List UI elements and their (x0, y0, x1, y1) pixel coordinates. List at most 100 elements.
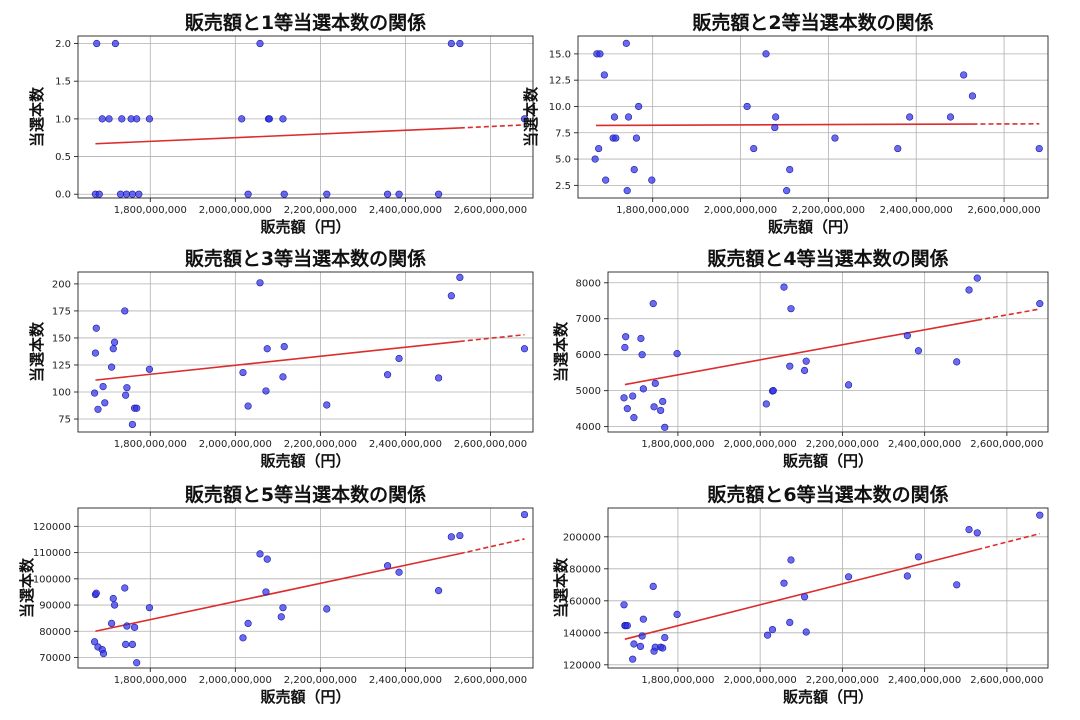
data-point (94, 405, 102, 413)
data-point (960, 71, 968, 79)
data-point (844, 381, 853, 389)
data-point (783, 187, 791, 195)
data-point (93, 39, 101, 48)
y-tick-label: 15.0 (549, 49, 571, 60)
data-point (239, 368, 247, 377)
data-point (256, 279, 264, 287)
plot-frame (607, 271, 1049, 433)
y-tick-label: 7.5 (555, 128, 571, 139)
data-point (109, 345, 117, 353)
y-tick-label: 100 (52, 388, 71, 399)
data-point (622, 39, 630, 47)
data-point (110, 338, 119, 346)
y-tick-label: 200 (52, 279, 71, 290)
data-point (610, 113, 619, 121)
data-point (762, 400, 770, 408)
y-axis-label: 当選本数 (28, 321, 46, 382)
data-point (383, 190, 392, 198)
y-tick-label: 125 (52, 360, 71, 371)
data-point (383, 562, 392, 570)
data-point (263, 555, 271, 563)
data-point (123, 622, 131, 630)
data-point (244, 190, 252, 198)
y-tick-label: 1.0 (55, 114, 71, 125)
data-point (91, 349, 100, 357)
y-tick-label: 120000 (563, 660, 601, 671)
y-axis-label: 当選本数 (552, 321, 570, 382)
data-point (629, 392, 637, 400)
y-tick-label: 70000 (39, 653, 71, 664)
y-tick-label: 200000 (563, 532, 601, 543)
data-point (763, 631, 772, 639)
data-point (650, 403, 658, 411)
x-axis-label: 販売額（円） (768, 218, 858, 236)
trend-line-extension (459, 538, 525, 555)
x-tick-label: 1,800,000,000 (616, 205, 689, 216)
data-point (279, 115, 287, 123)
plot-frame (607, 507, 1049, 669)
x-tick-label: 2,400,000,000 (369, 439, 442, 450)
y-tick-label: 160000 (563, 596, 601, 607)
data-point (133, 115, 141, 123)
y-axis-label: 当選本数 (522, 86, 540, 147)
y-tick-label: 120000 (33, 522, 71, 533)
trend-line (624, 319, 978, 386)
data-point (323, 605, 331, 613)
plot-frame (577, 35, 1049, 199)
chart-title: 販売額と2等当選本数の関係 (692, 11, 933, 34)
data-point (121, 584, 129, 592)
data-point (831, 134, 839, 142)
y-tick-label: 150 (52, 333, 71, 344)
y-tick-label: 175 (52, 306, 71, 317)
x-tick-label: 2,200,000,000 (284, 205, 357, 216)
data-point (447, 533, 455, 541)
y-tick-label: 0.5 (55, 152, 71, 163)
x-tick-label: 1,800,000,000 (114, 675, 187, 686)
data-point (263, 345, 271, 353)
data-point (787, 305, 795, 313)
data-point (661, 633, 669, 642)
data-point (596, 50, 604, 58)
x-tick-label: 2,400,000,000 (888, 439, 961, 450)
x-tick-label: 2,400,000,000 (888, 675, 961, 686)
subplot-2: 1,800,000,000 2,000,000,000 2,200,000,000 2… (522, 11, 1049, 236)
data-point (750, 144, 758, 153)
y-tick-label: 80000 (39, 627, 71, 638)
y-tick-label: 6000 (576, 350, 601, 361)
y-tick-label: 7000 (576, 314, 601, 325)
x-tick-label: 2,000,000,000 (199, 675, 272, 686)
data-point (612, 134, 620, 142)
x-tick-label: 1,800,000,000 (114, 205, 187, 216)
data-point (637, 334, 645, 343)
data-point (133, 404, 141, 412)
data-point (434, 190, 443, 198)
data-point (903, 572, 911, 580)
data-point (787, 556, 795, 564)
data-point (780, 579, 788, 587)
x-tick-label: 2,600,000,000 (454, 439, 527, 450)
data-point (768, 625, 777, 634)
x-tick-label: 1,800,000,000 (114, 439, 187, 450)
data-point (844, 573, 853, 581)
data-point (279, 604, 287, 612)
data-point (323, 190, 331, 198)
data-point (238, 115, 246, 123)
y-tick-label: 5.0 (555, 155, 571, 166)
trend-line-extension (459, 124, 525, 129)
trend-line (95, 552, 461, 633)
data-point (630, 414, 638, 422)
x-tick-label: 2,200,000,000 (806, 439, 879, 450)
x-axis-label: 販売額（円） (783, 688, 873, 706)
data-point (914, 553, 923, 561)
y-tick-label: 2.5 (555, 181, 571, 192)
data-point (109, 594, 117, 603)
data-point (965, 525, 973, 534)
data-point (1036, 300, 1044, 308)
data-point (965, 286, 973, 294)
subplot-3: 1,800,000,000 2,000,000,000 2,200,000,000 2… (28, 247, 534, 470)
data-point (123, 384, 131, 392)
trend-line-extension (977, 532, 1040, 551)
data-point (256, 39, 264, 48)
data-point (786, 362, 794, 370)
